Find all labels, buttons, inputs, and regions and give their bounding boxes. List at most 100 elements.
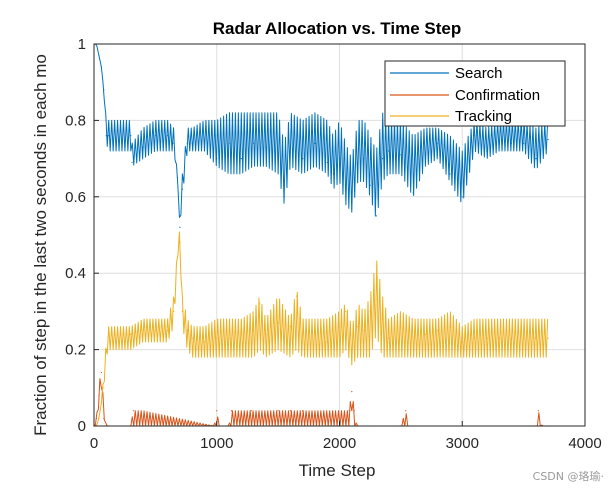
data-point	[338, 158, 341, 160]
legend-label-search: Search	[455, 65, 503, 82]
data-point	[363, 329, 365, 332]
data-point	[216, 158, 218, 160]
data-point	[473, 135, 476, 137]
data-point	[142, 329, 144, 332]
data-point	[108, 135, 110, 137]
data-point	[498, 337, 500, 339]
data-point	[277, 154, 279, 156]
data-point	[176, 177, 179, 179]
data-point	[203, 138, 206, 141]
data-point	[449, 326, 451, 328]
data-point	[302, 410, 304, 412]
x-tick-label: 0	[90, 435, 98, 452]
data-point	[535, 158, 537, 160]
data-point	[179, 242, 181, 244]
data-point	[302, 158, 304, 160]
data-point	[381, 158, 384, 160]
data-point	[216, 337, 218, 339]
data-point	[289, 410, 291, 412]
x-tick-label: 2000	[323, 435, 356, 452]
data-point	[252, 142, 255, 144]
chart-title: Radar Allocation vs. Time Step	[213, 19, 461, 38]
data-point	[547, 138, 549, 141]
data-point	[345, 188, 347, 190]
data-point	[535, 337, 537, 339]
watermark: CSDN @珞瑜·	[532, 470, 604, 483]
data-point	[523, 337, 525, 339]
data-point	[98, 417, 100, 419]
data-point	[449, 173, 451, 175]
y-tick-label: 0.2	[65, 342, 86, 359]
data-point	[405, 410, 407, 412]
y-axis-label: Fraction of step in the last two seconds…	[31, 54, 50, 436]
data-point	[95, 417, 98, 419]
data-point	[142, 146, 144, 148]
data-point	[186, 142, 188, 144]
data-point	[228, 337, 230, 339]
data-point	[154, 135, 156, 137]
x-axis-label: Time Step	[299, 461, 376, 480]
y-tick-label: 0.8	[65, 112, 86, 129]
data-point	[132, 410, 134, 412]
data-point	[348, 410, 350, 412]
data-point	[167, 329, 169, 332]
x-tick-label: 3000	[446, 435, 479, 452]
data-point	[186, 329, 188, 332]
data-point	[537, 410, 539, 412]
data-point	[357, 161, 359, 164]
data-point	[230, 410, 233, 412]
data-point	[181, 310, 183, 312]
data-point	[240, 158, 242, 160]
data-point	[191, 142, 193, 144]
data-point	[302, 333, 304, 335]
data-point	[486, 150, 488, 152]
data-point	[369, 310, 371, 312]
data-point	[338, 333, 341, 335]
x-tick-label: 4000	[568, 435, 601, 452]
data-point	[353, 410, 355, 412]
data-point	[228, 142, 230, 144]
data-point	[461, 341, 463, 343]
data-point	[510, 142, 512, 144]
data-point	[100, 371, 102, 374]
data-point	[98, 54, 100, 57]
data-point	[345, 310, 347, 312]
data-point	[265, 333, 267, 335]
data-point	[369, 184, 371, 186]
data-point	[498, 142, 500, 144]
y-tick-label: 0.6	[65, 189, 86, 206]
data-point	[100, 402, 102, 404]
data-point	[424, 333, 427, 335]
data-point	[103, 89, 105, 91]
data-point	[103, 417, 105, 419]
data-point	[181, 188, 183, 190]
series-line-tracking	[94, 231, 549, 427]
legend-label-confirmation: Confirmation	[455, 87, 540, 104]
data-point	[375, 264, 377, 267]
data-point	[259, 303, 261, 305]
data-point	[381, 318, 384, 320]
data-point	[412, 192, 414, 194]
data-point	[105, 349, 107, 351]
data-point	[437, 329, 439, 332]
data-point	[510, 337, 512, 339]
data-point	[98, 394, 100, 397]
data-point	[400, 333, 402, 335]
data-point	[108, 333, 110, 335]
legend-box	[384, 60, 566, 127]
y-tick-label: 0	[78, 418, 86, 435]
data-point	[240, 333, 242, 335]
data-point	[277, 410, 279, 412]
data-point	[265, 146, 267, 148]
data-point	[351, 349, 353, 351]
y-tick-label: 0.4	[65, 265, 86, 282]
data-point	[332, 173, 334, 175]
data-point	[424, 158, 427, 160]
legend: Search Confirmation Tracking	[384, 60, 566, 127]
y-tick-label: 1	[78, 36, 86, 53]
data-point	[437, 142, 439, 144]
data-point	[326, 161, 328, 164]
data-point	[314, 333, 316, 335]
data-point	[216, 410, 218, 412]
